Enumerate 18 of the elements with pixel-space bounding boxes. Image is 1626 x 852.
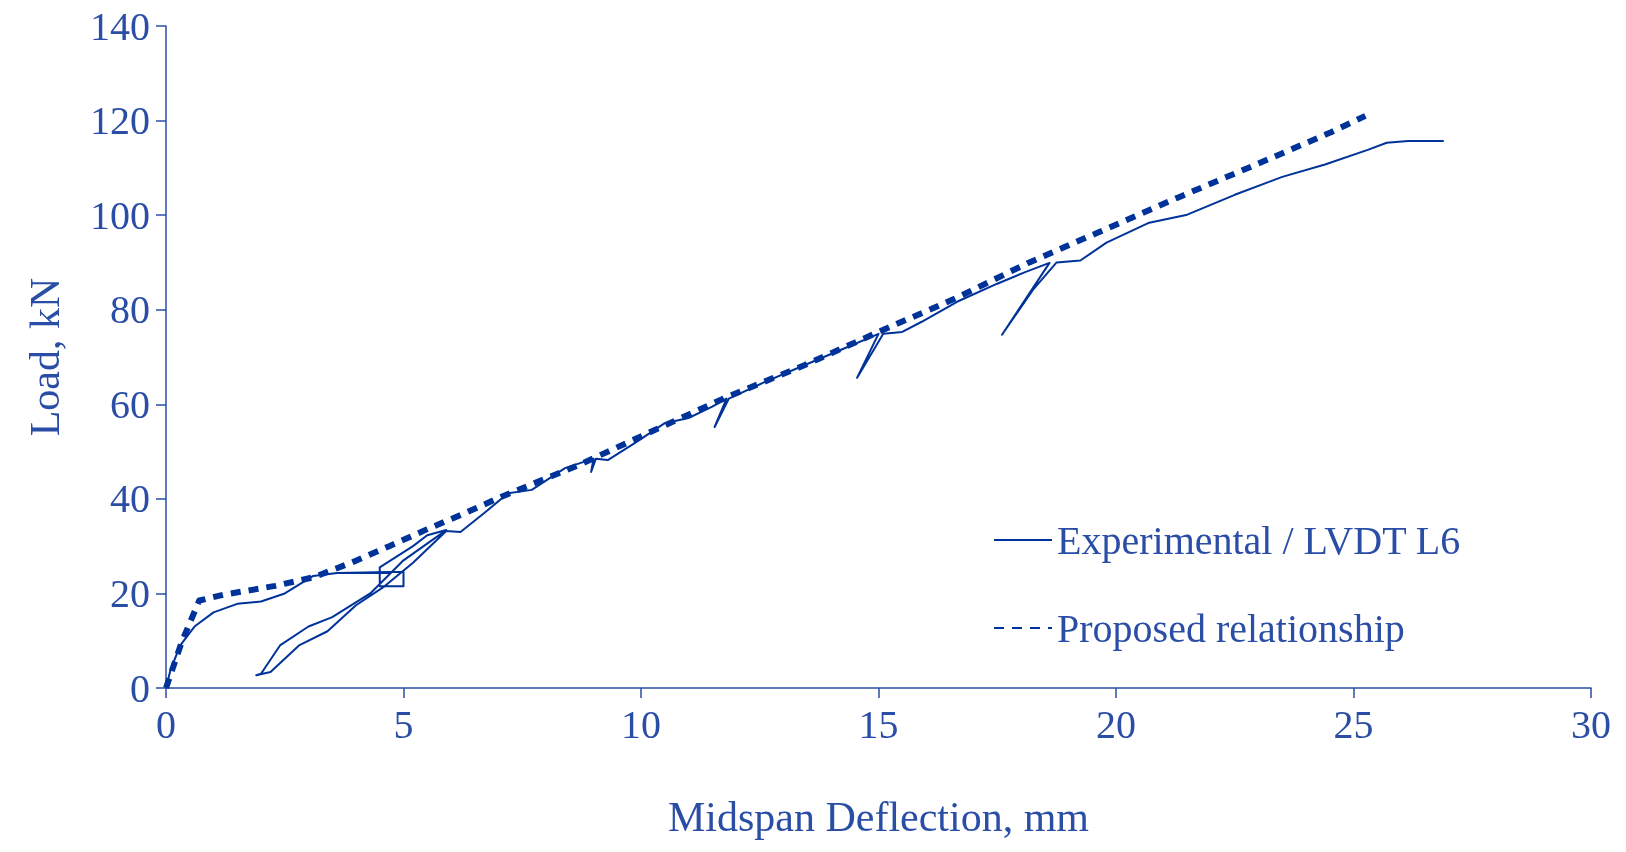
legend-label: Experimental / LVDT L6: [1057, 517, 1461, 563]
x-tick-label: 10: [621, 701, 661, 747]
y-tick-label: 0: [130, 665, 150, 711]
y-tick-label: 40: [110, 476, 150, 522]
x-tick-label: 15: [858, 701, 899, 747]
x-tick-label: 30: [1571, 701, 1611, 747]
x-tick-label: 25: [1333, 701, 1374, 747]
y-tick-label: 100: [90, 192, 150, 238]
x-axis-title: Midspan Deflection, mm: [667, 794, 1090, 840]
y-tick-label: 20: [110, 570, 150, 616]
y-tick-label: 140: [90, 3, 150, 49]
y-tick-label: 120: [90, 98, 150, 144]
x-tick-label: 20: [1096, 701, 1136, 747]
y-tick-label: 60: [110, 381, 150, 427]
x-tick-label: 5: [393, 701, 414, 747]
y-tick-label: 80: [110, 287, 150, 333]
legend-label: Proposed relationship: [1057, 605, 1405, 651]
y-axis-title: Load, kN: [22, 277, 68, 437]
